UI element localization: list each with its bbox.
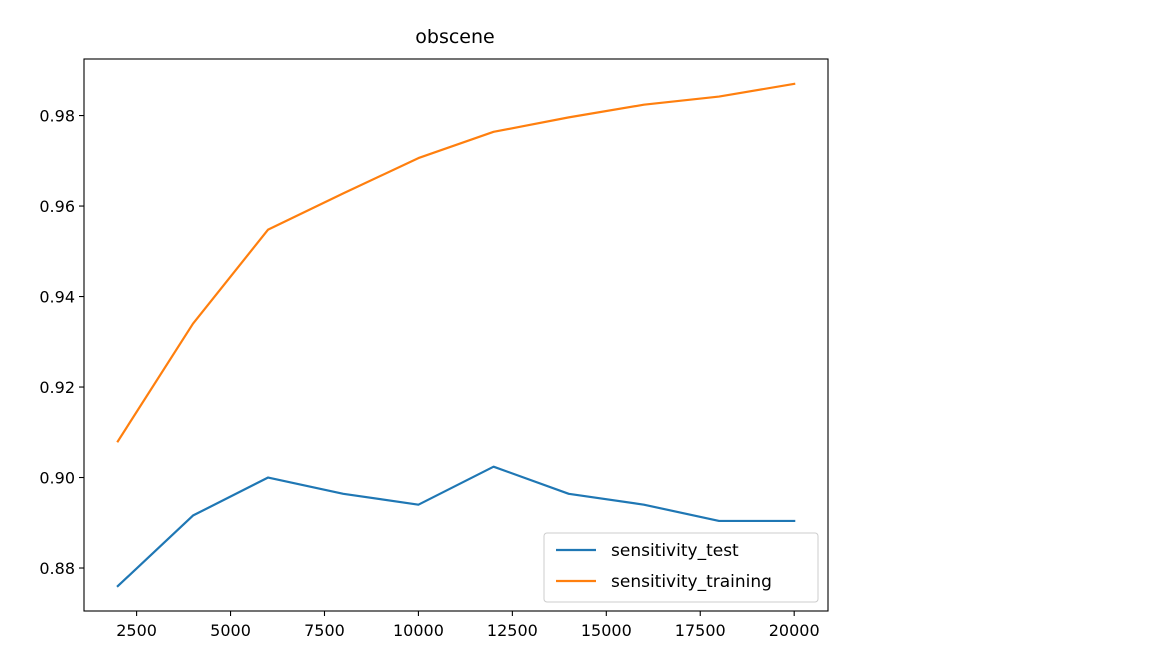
y-tick-label-3: 0.94 xyxy=(39,288,75,307)
series-line-sensitivity_training xyxy=(116,82,796,443)
legend-label-sensitivity_test: sensitivity_test xyxy=(611,541,739,561)
y-tick-label-5: 0.98 xyxy=(39,107,75,126)
legend-label-sensitivity_training: sensitivity_training xyxy=(611,572,772,592)
x-tick-label-7: 20000 xyxy=(769,621,820,640)
series-layer xyxy=(116,82,796,588)
plot-frame xyxy=(83,58,829,612)
y-tick-label-2: 0.92 xyxy=(39,378,75,397)
axes-layer: 2500 5000 7500 10000 12500 15000 17500 20000 0.8… xyxy=(39,58,829,640)
x-tick-label-6: 17500 xyxy=(675,621,726,640)
legend-box xyxy=(543,532,819,603)
x-tick-label-0: 2500 xyxy=(116,621,157,640)
x-tick-label-3: 10000 xyxy=(393,621,444,640)
x-tick-label-5: 15000 xyxy=(581,621,632,640)
y-tick-label-4: 0.96 xyxy=(39,197,75,216)
x-tick-label-4: 12500 xyxy=(487,621,538,640)
series-line-sensitivity_test xyxy=(116,465,796,588)
x-tick-label-2: 7500 xyxy=(304,621,345,640)
legend: sensitivity_test sensitivity_training xyxy=(543,532,819,603)
x-tick-label-1: 5000 xyxy=(210,621,251,640)
y-tick-label-0: 0.88 xyxy=(39,559,75,578)
y-tick-label-1: 0.90 xyxy=(39,469,75,488)
chart-title: obscene xyxy=(415,26,494,48)
